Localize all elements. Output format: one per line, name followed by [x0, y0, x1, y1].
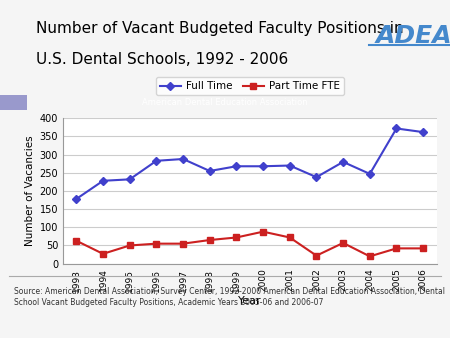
FancyBboxPatch shape — [0, 95, 27, 110]
Part Time FTE — [74, 239, 79, 243]
X-axis label: Year: Year — [238, 296, 261, 306]
Part Time FTE — [153, 242, 159, 246]
Full Time — [314, 175, 319, 179]
Part Time FTE — [100, 252, 106, 256]
Full Time — [153, 159, 159, 163]
Legend: Full Time, Part Time FTE: Full Time, Part Time FTE — [156, 77, 344, 95]
Part Time FTE — [207, 238, 212, 242]
Full Time — [287, 164, 292, 168]
Line: Full Time: Full Time — [73, 126, 426, 202]
Full Time — [261, 164, 266, 168]
Full Time — [234, 164, 239, 168]
Part Time FTE — [234, 236, 239, 240]
Full Time — [394, 126, 399, 130]
Part Time FTE — [314, 254, 319, 258]
Full Time — [207, 169, 212, 173]
Full Time — [340, 160, 346, 164]
Full Time — [420, 130, 426, 134]
Part Time FTE — [287, 236, 292, 240]
Part Time FTE — [180, 242, 186, 246]
Text: Number of Vacant Budgeted Faculty Positions in: Number of Vacant Budgeted Faculty Positi… — [36, 21, 404, 36]
Text: U.S. Dental Schools, 1992 - 2006: U.S. Dental Schools, 1992 - 2006 — [36, 52, 288, 67]
Full Time — [127, 177, 132, 182]
Part Time FTE — [340, 241, 346, 245]
Text: American Dental Education Association: American Dental Education Association — [142, 98, 308, 107]
Full Time — [180, 157, 186, 161]
Part Time FTE — [420, 246, 426, 250]
Part Time FTE — [127, 243, 132, 247]
Full Time — [74, 197, 79, 201]
Text: Source: American Dental Association, Survey Center, 1992-2000 American Dental Ed: Source: American Dental Association, Sur… — [14, 287, 445, 307]
Part Time FTE — [394, 246, 399, 250]
Line: Part Time FTE: Part Time FTE — [73, 229, 426, 259]
Y-axis label: Number of Vacancies: Number of Vacancies — [25, 136, 36, 246]
Full Time — [100, 179, 106, 183]
Part Time FTE — [367, 254, 373, 258]
Text: ADEA: ADEA — [376, 24, 450, 48]
Part Time FTE — [261, 230, 266, 234]
Full Time — [367, 172, 373, 176]
